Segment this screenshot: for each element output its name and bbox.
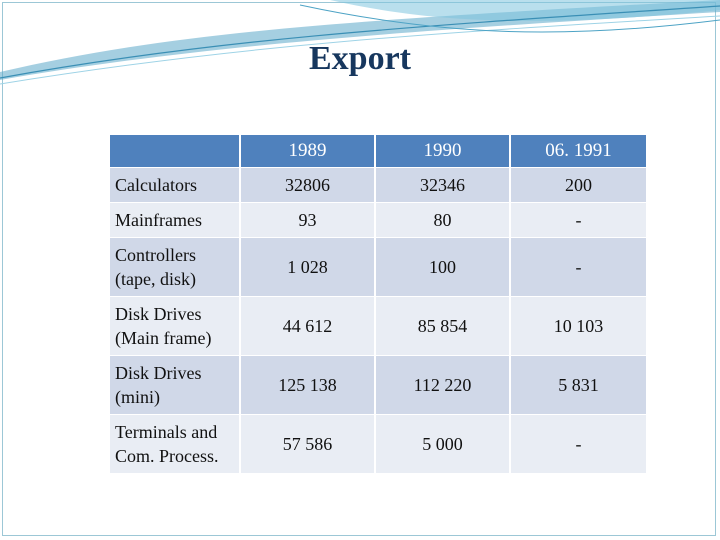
slide-title: Export [309,40,411,77]
row-label-line: (tape, disk) [115,269,196,289]
row-label-line: (Main frame) [115,328,212,348]
cell-1990: 85 854 [374,296,511,356]
export-table: 1989 1990 06. 1991 Calculators 32806 32346… [108,134,648,474]
header-1991: 06. 1991 [509,134,648,168]
cell-1991: - [509,414,648,474]
table-row: Disk Drives (mini) 125 138 112 220 5 831 [108,355,648,415]
table-header-row: 1989 1990 06. 1991 [108,134,648,168]
cell-1991: 5 831 [509,355,648,415]
row-label-line: Calculators [115,175,197,195]
cell-1991: 10 103 [509,296,648,356]
header-1989: 1989 [239,134,376,168]
cell-1990: 112 220 [374,355,511,415]
cell-1990: 80 [374,202,511,238]
cell-1991: 200 [509,167,648,203]
row-label-line: Com. Process. [115,446,219,466]
cell-1989: 44 612 [239,296,376,356]
cell-1990: 5 000 [374,414,511,474]
row-label: Disk Drives (Main frame) [108,296,241,356]
table-row: Disk Drives (Main frame) 44 612 85 854 10 10… [108,296,648,356]
row-label-line: Mainframes [115,210,202,230]
row-label-line: Controllers [115,245,196,265]
table-row: Terminals and Com. Process. 57 586 5 000- [108,414,648,474]
row-label: Controllers (tape, disk) [108,237,241,297]
cell-1991: - [509,237,648,297]
header-corner-cell [108,134,241,168]
header-swoosh-decoration [0,0,720,85]
table-row: Controllers (tape, disk) 1 028 100- [108,237,648,297]
row-label: Disk Drives (mini) [108,355,241,415]
cell-1989: 1 028 [239,237,376,297]
row-label-line: Terminals and [115,422,218,442]
row-label: Calculators [108,167,241,203]
cell-1989: 57 586 [239,414,376,474]
cell-1989: 32806 [239,167,376,203]
row-label-line: Disk Drives [115,363,202,383]
table-row: Calculators 32806 32346 200 [108,167,648,203]
row-label-line: (mini) [115,387,160,407]
table-row: Mainframes 93 80- [108,202,648,238]
cell-1989: 125 138 [239,355,376,415]
cell-1989: 93 [239,202,376,238]
cell-1990: 32346 [374,167,511,203]
cell-1991: - [509,202,648,238]
header-1990: 1990 [374,134,511,168]
row-label: Terminals and Com. Process. [108,414,241,474]
row-label: Mainframes [108,202,241,238]
row-label-line: Disk Drives [115,304,202,324]
cell-1990: 100 [374,237,511,297]
